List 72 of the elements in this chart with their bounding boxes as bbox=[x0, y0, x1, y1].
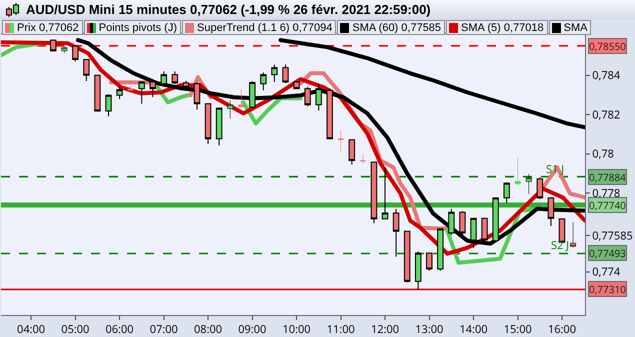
candlestick bbox=[548, 196, 554, 226]
candlestick bbox=[360, 154, 366, 164]
candlestick bbox=[304, 86, 311, 107]
x-tick-label: 07:00 bbox=[150, 322, 178, 337]
ref-line-label: 0,77740 bbox=[589, 198, 626, 212]
annotation: S2 J bbox=[551, 238, 570, 253]
candlestick bbox=[348, 139, 356, 165]
legend-label: SMA (60) 0,77585 bbox=[352, 20, 442, 34]
x-tick-label: 15:00 bbox=[504, 322, 532, 337]
candlestick bbox=[326, 88, 333, 140]
line-series bbox=[278, 38, 585, 130]
candlestick bbox=[105, 94, 112, 117]
y-tick-label: 0,77585 bbox=[592, 228, 633, 244]
candlestick bbox=[570, 222, 576, 248]
x-tick-label: 11:00 bbox=[326, 322, 355, 337]
candlestick bbox=[94, 74, 101, 112]
candlestick bbox=[216, 108, 222, 146]
candlestick bbox=[172, 70, 178, 85]
ref-line-label: 0,78550 bbox=[589, 39, 626, 53]
candlestick bbox=[437, 228, 444, 272]
y-tick-label: 0,782 bbox=[592, 107, 620, 122]
ref-line-label: 0,77493 bbox=[589, 246, 626, 260]
x-tick-label: 14:00 bbox=[459, 322, 488, 337]
candlestick bbox=[492, 197, 499, 242]
candlestick bbox=[382, 166, 388, 220]
legend-label: Prix 0,77062 bbox=[17, 20, 79, 34]
x-tick-label: 04:00 bbox=[17, 322, 46, 337]
candlestick bbox=[50, 39, 56, 52]
candlestick bbox=[503, 182, 510, 204]
x-tick-label: 16:00 bbox=[548, 322, 576, 337]
legend-label: SMA bbox=[564, 20, 588, 34]
candlestick bbox=[415, 250, 422, 290]
chart-title: AUD/USD Mini 15 minutes 0,77062 (-1,99 % 26 févr. 2021 22:59:00) bbox=[26, 1, 431, 19]
candlestick bbox=[370, 162, 378, 224]
candlestick bbox=[61, 46, 68, 54]
y-tick-label: 0,784 bbox=[592, 68, 621, 84]
candlestick bbox=[72, 45, 79, 62]
candlestick bbox=[260, 72, 267, 91]
candlestick bbox=[558, 218, 566, 243]
candlestick bbox=[182, 80, 190, 89]
candlestick bbox=[315, 83, 322, 111]
text: Points pivots (J) bbox=[98, 20, 178, 34]
candlestick bbox=[338, 130, 344, 152]
candlestick bbox=[160, 70, 168, 86]
candlestick bbox=[116, 86, 123, 100]
candlestick bbox=[426, 252, 432, 272]
x-tick-label: 12:00 bbox=[370, 322, 400, 337]
candlestick bbox=[83, 59, 90, 82]
candlestick bbox=[204, 103, 212, 144]
x-tick-label: 10:00 bbox=[282, 322, 311, 337]
legend-label: SMA (5) 0,77018 bbox=[461, 20, 544, 34]
y-tick-label: 0,774 bbox=[592, 264, 621, 280]
candlestick bbox=[459, 210, 466, 236]
candlestick bbox=[526, 174, 532, 194]
x-tick-label: 09:00 bbox=[238, 322, 266, 337]
x-tick-label: 08:00 bbox=[194, 322, 222, 337]
x-tick-label: 13:00 bbox=[415, 322, 444, 337]
candlestick bbox=[271, 64, 278, 82]
ref-line-label: 0,77884 bbox=[589, 170, 626, 184]
legend-label: SuperTrend (1.1 6) 0,77094 bbox=[197, 20, 332, 34]
candlestick bbox=[227, 100, 234, 119]
candlestick bbox=[138, 80, 145, 104]
x-tick-label: 05:00 bbox=[61, 322, 90, 337]
candlestick bbox=[514, 158, 521, 186]
candlestick bbox=[282, 64, 289, 84]
x-tick-label: 06:00 bbox=[106, 322, 134, 337]
ref-line-label: 0,77310 bbox=[589, 282, 626, 296]
candlestick bbox=[404, 230, 410, 283]
annotation: S1 J bbox=[546, 162, 564, 177]
candlestick bbox=[392, 208, 400, 258]
candlestick bbox=[238, 88, 244, 108]
y-tick-label: 0,78 bbox=[592, 146, 614, 162]
